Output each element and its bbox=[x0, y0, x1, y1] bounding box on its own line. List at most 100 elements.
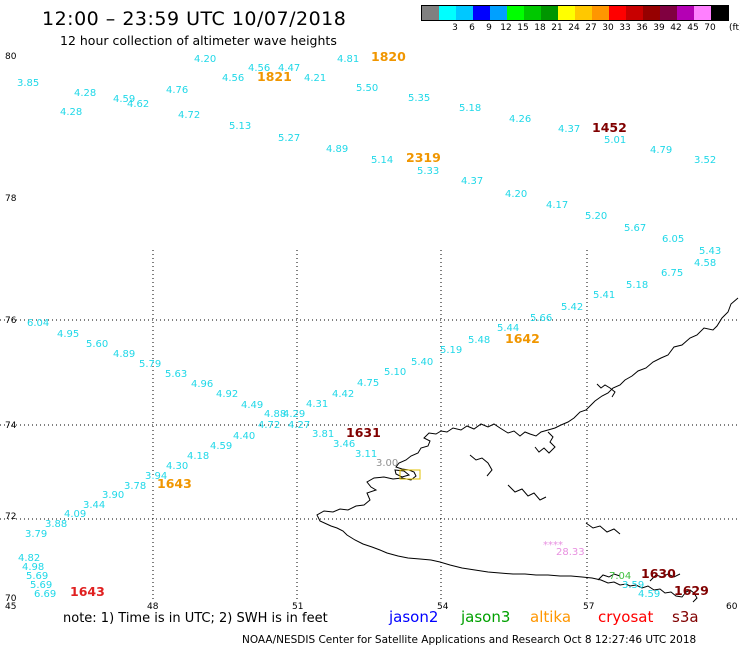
map-subtitle: 12 hour collection of altimeter wave hei… bbox=[60, 33, 337, 48]
wave-height-value: 6.04 bbox=[27, 318, 49, 329]
wave-height-value: 4.59 bbox=[638, 589, 660, 600]
wave-height-value: 5.41 bbox=[593, 290, 615, 301]
wave-height-value: 3.94 bbox=[145, 471, 167, 482]
satellite-cryosat: cryosat bbox=[598, 608, 654, 626]
wave-height-value: 4.40 bbox=[233, 431, 255, 442]
wave-height-value: 4.28 bbox=[60, 107, 82, 118]
legend-swatch bbox=[677, 6, 694, 20]
wave-height-value: 4.09 bbox=[64, 509, 86, 520]
wave-height-value: 5.48 bbox=[468, 335, 490, 346]
wave-height-value: 4.59 bbox=[113, 94, 135, 105]
y-tick-label: 80 bbox=[5, 52, 17, 62]
wave-height-value: 3.11 bbox=[355, 449, 377, 460]
legend-swatch bbox=[558, 6, 575, 20]
wave-height-value: 28.33 bbox=[556, 547, 585, 558]
legend-label: 39 bbox=[653, 23, 665, 33]
legend-swatch bbox=[626, 6, 643, 20]
wave-height-value: 3.44 bbox=[83, 500, 105, 511]
x-tick-label: 57 bbox=[583, 602, 594, 612]
wave-height-value: 4.75 bbox=[357, 378, 379, 389]
legend-swatch bbox=[422, 6, 439, 20]
wave-height-value: 4.56 bbox=[248, 63, 270, 74]
wave-height-value: 5.60 bbox=[86, 339, 108, 350]
wave-height-value: **** bbox=[543, 540, 563, 551]
credit-footer: NOAA/NESDIS Center for Satellite Applica… bbox=[242, 634, 697, 646]
pass-time-label: 2319 bbox=[406, 150, 441, 165]
y-tick-label: 74 bbox=[5, 421, 17, 431]
wave-height-value: 4.76 bbox=[166, 85, 188, 96]
wave-height-value: 4.18 bbox=[187, 451, 209, 462]
legend-label: 6 bbox=[469, 23, 475, 33]
x-tick-label: 48 bbox=[147, 602, 159, 612]
legend-swatch bbox=[609, 6, 626, 20]
pass-time-label: 1821 bbox=[257, 69, 292, 84]
legend-swatch bbox=[575, 6, 592, 20]
wave-height-value: 4.37 bbox=[558, 124, 580, 135]
wave-height-value: 3.81 bbox=[312, 429, 334, 440]
wave-height-value: 5.10 bbox=[384, 367, 406, 378]
x-tick-label: 60 bbox=[726, 602, 738, 612]
wave-height-value: 3.59 bbox=[622, 580, 644, 591]
wave-height-value: 4.42 bbox=[332, 389, 354, 400]
wave-height-value: 4.31 bbox=[306, 399, 328, 410]
legend-label: 15 bbox=[517, 23, 529, 33]
wave-height-value: 5.14 bbox=[371, 155, 393, 166]
wave-height-value: 6.05 bbox=[662, 234, 684, 245]
pass-time-label: 1643 bbox=[70, 584, 105, 599]
pass-time-label: 1629 bbox=[674, 583, 709, 598]
pass-time-label: 1642 bbox=[505, 331, 540, 346]
wave-height-value: 4.96 bbox=[191, 379, 213, 390]
legend-swatch bbox=[456, 6, 473, 20]
legend-swatch bbox=[490, 6, 507, 20]
legend-label: 70 bbox=[704, 23, 716, 33]
legend-swatch bbox=[541, 6, 558, 20]
wave-height-value: 3.46 bbox=[333, 439, 355, 450]
wave-height-value: 3.85 bbox=[17, 78, 39, 89]
y-tick-label: 78 bbox=[5, 194, 17, 204]
wave-height-value: 4.47 bbox=[278, 63, 300, 74]
legend-swatch bbox=[439, 6, 456, 20]
wave-height-value: 4.20 bbox=[194, 54, 216, 65]
pass-time-label: 1630 bbox=[641, 566, 676, 581]
wave-height-value: 4.59 bbox=[210, 441, 232, 452]
legend-label: 27 bbox=[585, 23, 597, 33]
wave-height-value: 5.20 bbox=[585, 211, 607, 222]
wave-height-value: 5.69 bbox=[30, 580, 52, 591]
grid-lines bbox=[0, 250, 738, 600]
legend-label: 3 bbox=[452, 23, 458, 33]
wave-height-value: 4.26 bbox=[509, 114, 531, 125]
wave-height-value: 4.89 bbox=[113, 349, 135, 360]
wave-height-value: 4.98 bbox=[22, 562, 44, 573]
legend-swatch bbox=[524, 6, 541, 20]
satellite-jason2: jason2 bbox=[389, 608, 439, 626]
wave-height-value: 4.27 bbox=[288, 420, 310, 431]
pass-time-labels: 1820 1821 1452 2319 1642 1631 1643 1643 1630 1629 bbox=[70, 49, 709, 599]
legend-label: 36 bbox=[636, 23, 648, 33]
pass-time-label: 1643 bbox=[157, 476, 192, 491]
wave-height-value: 5.13 bbox=[229, 121, 251, 132]
wave-height-value: 5.44 bbox=[497, 323, 519, 334]
footnote: note: 1) Time is in UTC; 2) SWH is in fe… bbox=[63, 611, 328, 626]
wave-height-value: 3.90 bbox=[102, 490, 124, 501]
wave-height-value: 4.89 bbox=[326, 144, 348, 155]
legend-label: 12 bbox=[500, 23, 512, 33]
satellite-altika: altika bbox=[530, 608, 572, 626]
wave-height-value: 4.28 bbox=[74, 88, 96, 99]
wave-height-value: 6.75 bbox=[661, 268, 683, 279]
satellite-s3a: s3a bbox=[672, 608, 699, 626]
legend-label: 24 bbox=[568, 23, 580, 33]
wave-height-value: 3.88 bbox=[45, 519, 67, 530]
wave-height-value: 5.19 bbox=[440, 345, 462, 356]
wave-height-value: 5.67 bbox=[624, 223, 646, 234]
legend-label: 42 bbox=[670, 23, 682, 33]
wave-height-value: 4.29 bbox=[283, 409, 305, 420]
wave-height-value: 4.58 bbox=[694, 258, 716, 269]
legend-swatch bbox=[473, 6, 490, 20]
legend-unit: (ft) bbox=[729, 23, 740, 33]
legend-label: 45 bbox=[687, 23, 699, 33]
wave-height-value: 4.20 bbox=[505, 189, 527, 200]
legend-label: 9 bbox=[486, 23, 492, 33]
map-title: 12:00 – 23:59 UTC 10/07/2018 bbox=[42, 8, 347, 30]
wave-height-value: 5.18 bbox=[626, 280, 648, 291]
